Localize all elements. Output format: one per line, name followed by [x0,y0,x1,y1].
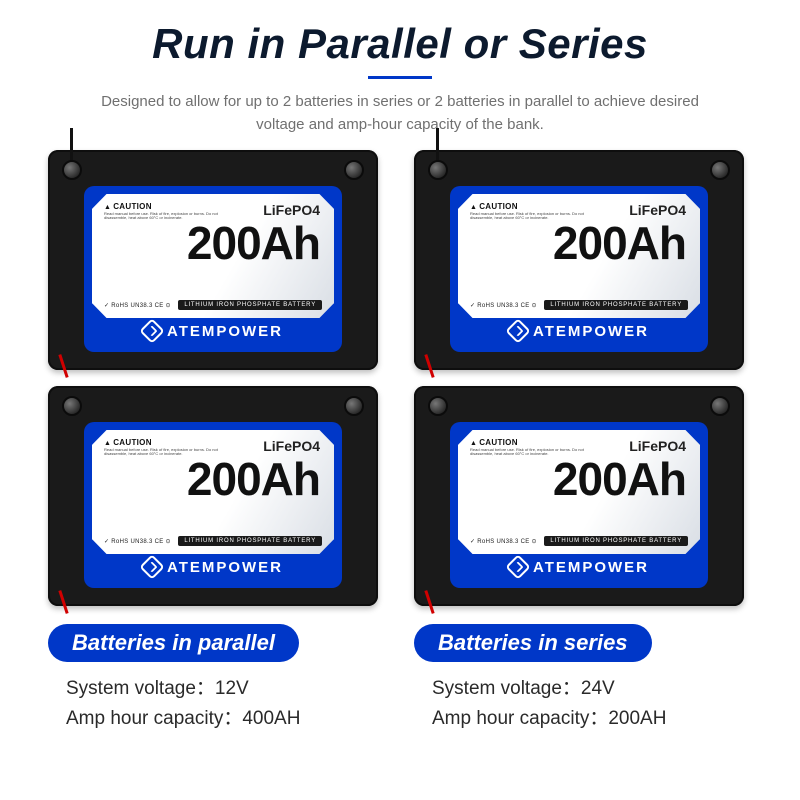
cert-icons: ✓ RoHS UN38.3 CE ⊙ [470,302,537,309]
battery-label-panel: CAUTION Read manual before use. Risk of … [450,422,708,588]
capacity-line: Amp hour capacity：200AH [414,704,752,734]
spec-card: CAUTION Read manual before use. Risk of … [458,194,700,318]
battery-unit: CAUTION Read manual before use. Risk of … [414,150,744,370]
terminal-negative [62,396,82,416]
brand-logo-icon [139,318,164,343]
config-series: Batteries in series System voltage：24V A… [414,624,752,735]
config-pill-series: Batteries in series [414,624,652,662]
battery-grid: CAUTION Read manual before use. Risk of … [40,150,760,606]
battery-label-panel: CAUTION Read manual before use. Risk of … [84,186,342,352]
battery-unit: CAUTION Read manual before use. Risk of … [414,386,744,606]
brand-logo-icon [505,554,530,579]
brand-name: ATEMPOWER [533,323,649,340]
terminal-positive [710,160,730,180]
battery-unit: CAUTION Read manual before use. Risk of … [48,150,378,370]
capacity-value: 200Ah [553,216,686,270]
battery-unit: CAUTION Read manual before use. Risk of … [48,386,378,606]
brand-bar: ATEMPOWER [92,554,334,580]
cert-icons: ✓ RoHS UN38.3 CE ⊙ [104,302,171,309]
cert-icons: ✓ RoHS UN38.3 CE ⊙ [104,538,171,545]
title-underline [368,76,432,79]
config-parallel: Batteries in parallel System voltage：12V… [48,624,386,735]
voltage-line: System voltage：24V [414,674,752,704]
capacity-value: 200AH [608,708,666,729]
voltage-value: 24V [581,678,615,699]
sub-band: LITHIUM IRON PHOSPHATE BATTERY [544,300,688,310]
brand-bar: ATEMPOWER [92,318,334,344]
terminal-negative [428,160,448,180]
voltage-label: System voltage： [66,678,215,699]
brand-logo-icon [139,554,164,579]
capacity-value: 200Ah [187,452,320,506]
config-pill-parallel: Batteries in parallel [48,624,299,662]
capacity-line: Amp hour capacity：400AH [48,704,386,734]
battery-label-panel: CAUTION Read manual before use. Risk of … [450,186,708,352]
brand-name: ATEMPOWER [533,559,649,576]
config-info-row: Batteries in parallel System voltage：12V… [40,606,760,735]
page-title: Run in Parallel or Series [40,20,760,68]
infographic-root: Run in Parallel or Series Designed to al… [0,0,800,755]
wire-black [70,128,73,164]
terminal-negative [428,396,448,416]
sub-band: LITHIUM IRON PHOSPHATE BATTERY [178,536,322,546]
subtitle-text: Designed to allow for up to 2 batteries … [80,91,720,136]
terminal-positive [344,396,364,416]
voltage-value: 12V [215,678,249,699]
sub-band: LITHIUM IRON PHOSPHATE BATTERY [178,300,322,310]
brand-name: ATEMPOWER [167,323,283,340]
terminal-positive [710,396,730,416]
wire-red [424,354,434,378]
brand-bar: ATEMPOWER [458,554,700,580]
voltage-label: System voltage： [432,678,581,699]
cert-icons: ✓ RoHS UN38.3 CE ⊙ [470,538,537,545]
terminal-negative [62,160,82,180]
brand-name: ATEMPOWER [167,559,283,576]
battery-label-panel: CAUTION Read manual before use. Risk of … [84,422,342,588]
capacity-label: Amp hour capacity： [66,708,242,729]
wire-black [436,128,439,164]
spec-card: CAUTION Read manual before use. Risk of … [458,430,700,554]
spec-card: CAUTION Read manual before use. Risk of … [92,194,334,318]
brand-bar: ATEMPOWER [458,318,700,344]
terminal-positive [344,160,364,180]
spec-card: CAUTION Read manual before use. Risk of … [92,430,334,554]
capacity-value: 400AH [242,708,300,729]
sub-band: LITHIUM IRON PHOSPHATE BATTERY [544,536,688,546]
voltage-line: System voltage：12V [48,674,386,704]
brand-logo-icon [505,318,530,343]
capacity-value: 200Ah [553,452,686,506]
wire-red [58,354,68,378]
capacity-label: Amp hour capacity： [432,708,608,729]
capacity-value: 200Ah [187,216,320,270]
